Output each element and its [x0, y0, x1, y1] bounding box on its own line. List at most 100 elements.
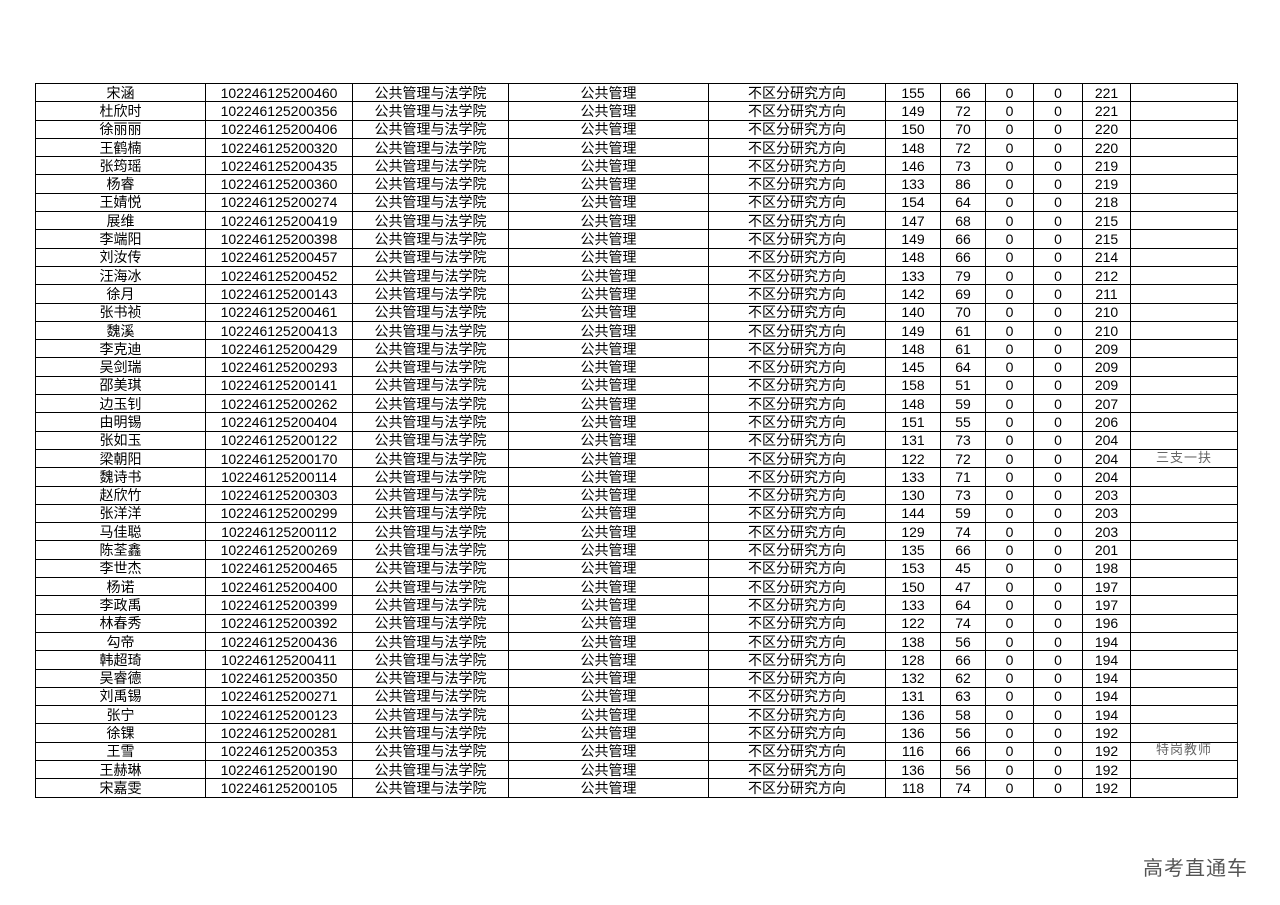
- major-cell: 公共管理: [508, 82, 709, 103]
- score-3-cell: 0: [985, 430, 1034, 450]
- score-1-cell: 149: [885, 229, 941, 249]
- score-2-cell: 72: [940, 101, 986, 121]
- score-4-cell: 0: [1033, 82, 1083, 103]
- total-cell: 197: [1082, 577, 1131, 597]
- college-cell: 公共管理与法学院: [352, 247, 509, 267]
- name-cell: 杨睿: [35, 174, 206, 194]
- total-cell: 220: [1082, 119, 1131, 139]
- score-3-cell: 0: [985, 339, 1034, 359]
- name-cell: 李克迪: [35, 339, 206, 359]
- exam-id-cell: 102246125200170: [205, 448, 353, 469]
- college-cell: 公共管理与法学院: [352, 211, 509, 231]
- direction-cell: 不区分研究方向: [708, 448, 886, 469]
- name-cell: 汪海冰: [35, 265, 206, 286]
- total-cell: 220: [1082, 137, 1131, 158]
- direction-cell: 不区分研究方向: [708, 211, 886, 231]
- table-row: 林春秀 102246125200392 公共管理与法学院 公共管理 不区分研究方向 122…: [35, 613, 1238, 633]
- score-2-cell: 61: [940, 320, 986, 341]
- major-cell: 公共管理: [508, 467, 709, 487]
- table-row: 李政禹 102246125200399 公共管理与法学院 公共管理 不区分研究方向 133…: [35, 595, 1238, 615]
- score-2-cell: 66: [940, 82, 986, 103]
- score-3-cell: 0: [985, 174, 1034, 194]
- score-3-cell: 0: [985, 577, 1034, 597]
- direction-cell: 不区分研究方向: [708, 522, 886, 542]
- direction-cell: 不区分研究方向: [708, 540, 886, 560]
- direction-cell: 不区分研究方向: [708, 247, 886, 267]
- name-cell: 张洋洋: [35, 503, 206, 524]
- score-1-cell: 151: [885, 412, 941, 432]
- major-cell: 公共管理: [508, 613, 709, 633]
- score-3-cell: 0: [985, 741, 1034, 761]
- score-2-cell: 66: [940, 741, 986, 761]
- score-2-cell: 62: [940, 668, 986, 688]
- table-row: 王鹤楠 102246125200320 公共管理与法学院 公共管理 不区分研究方向 148…: [35, 137, 1238, 158]
- score-1-cell: 150: [885, 577, 941, 597]
- exam-id-cell: 102246125200406: [205, 119, 353, 139]
- score-4-cell: 0: [1033, 375, 1083, 396]
- college-cell: 公共管理与法学院: [352, 467, 509, 487]
- total-cell: 192: [1082, 778, 1131, 798]
- note-cell: [1130, 522, 1238, 542]
- table-row: 刘禹锡 102246125200271 公共管理与法学院 公共管理 不区分研究方向 131…: [35, 686, 1238, 707]
- note-cell: [1130, 759, 1238, 780]
- name-cell: 宋涵: [35, 82, 206, 103]
- table-row: 王雪 102246125200353 公共管理与法学院 公共管理 不区分研究方向 116 6…: [35, 741, 1238, 761]
- name-cell: 马佳聪: [35, 522, 206, 542]
- score-3-cell: 0: [985, 247, 1034, 267]
- table-row: 李世杰 102246125200465 公共管理与法学院 公共管理 不区分研究方向 153…: [35, 558, 1238, 579]
- major-cell: 公共管理: [508, 759, 709, 780]
- table-row: 邵美琪 102246125200141 公共管理与法学院 公共管理 不区分研究方向 158…: [35, 375, 1238, 396]
- score-2-cell: 72: [940, 448, 986, 469]
- score-3-cell: 0: [985, 522, 1034, 542]
- college-cell: 公共管理与法学院: [352, 741, 509, 761]
- college-cell: 公共管理与法学院: [352, 192, 509, 213]
- total-cell: 194: [1082, 631, 1131, 652]
- total-cell: 207: [1082, 394, 1131, 414]
- total-cell: 203: [1082, 503, 1131, 524]
- score-1-cell: 142: [885, 284, 941, 304]
- score-1-cell: 133: [885, 174, 941, 194]
- score-2-cell: 55: [940, 412, 986, 432]
- college-cell: 公共管理与法学院: [352, 430, 509, 450]
- score-1-cell: 158: [885, 375, 941, 396]
- score-4-cell: 0: [1033, 613, 1083, 633]
- table-row: 张筠瑶 102246125200435 公共管理与法学院 公共管理 不区分研究方向 146…: [35, 156, 1238, 176]
- college-cell: 公共管理与法学院: [352, 137, 509, 158]
- college-cell: 公共管理与法学院: [352, 778, 509, 798]
- score-4-cell: 0: [1033, 686, 1083, 707]
- exam-id-cell: 102246125200419: [205, 211, 353, 231]
- total-cell: 197: [1082, 595, 1131, 615]
- table-row: 李克迪 102246125200429 公共管理与法学院 公共管理 不区分研究方向 148…: [35, 339, 1238, 359]
- name-cell: 展维: [35, 211, 206, 231]
- score-4-cell: 0: [1033, 485, 1083, 505]
- score-4-cell: 0: [1033, 339, 1083, 359]
- major-cell: 公共管理: [508, 595, 709, 615]
- score-4-cell: 0: [1033, 174, 1083, 194]
- exam-id-cell: 102246125200413: [205, 320, 353, 341]
- direction-cell: 不区分研究方向: [708, 686, 886, 707]
- score-3-cell: 0: [985, 650, 1034, 670]
- score-2-cell: 56: [940, 631, 986, 652]
- college-cell: 公共管理与法学院: [352, 650, 509, 670]
- score-3-cell: 0: [985, 82, 1034, 103]
- note-cell: [1130, 211, 1238, 231]
- major-cell: 公共管理: [508, 320, 709, 341]
- score-4-cell: 0: [1033, 778, 1083, 798]
- score-2-cell: 73: [940, 156, 986, 176]
- note-cell: [1130, 192, 1238, 213]
- direction-cell: 不区分研究方向: [708, 650, 886, 670]
- exam-id-cell: 102246125200360: [205, 174, 353, 194]
- table-row: 刘汝传 102246125200457 公共管理与法学院 公共管理 不区分研究方向 148…: [35, 247, 1238, 267]
- exam-id-cell: 102246125200122: [205, 430, 353, 450]
- score-1-cell: 133: [885, 467, 941, 487]
- table-body: 宋涵 102246125200460 公共管理与法学院 公共管理 不区分研究方向 155 6…: [35, 82, 1238, 798]
- score-2-cell: 58: [940, 705, 986, 725]
- note-cell: [1130, 156, 1238, 176]
- score-2-cell: 69: [940, 284, 986, 304]
- score-1-cell: 136: [885, 759, 941, 780]
- score-2-cell: 73: [940, 430, 986, 450]
- name-cell: 林春秀: [35, 613, 206, 633]
- major-cell: 公共管理: [508, 503, 709, 524]
- table-row: 魏诗书 102246125200114 公共管理与法学院 公共管理 不区分研究方向 133…: [35, 467, 1238, 487]
- major-cell: 公共管理: [508, 412, 709, 432]
